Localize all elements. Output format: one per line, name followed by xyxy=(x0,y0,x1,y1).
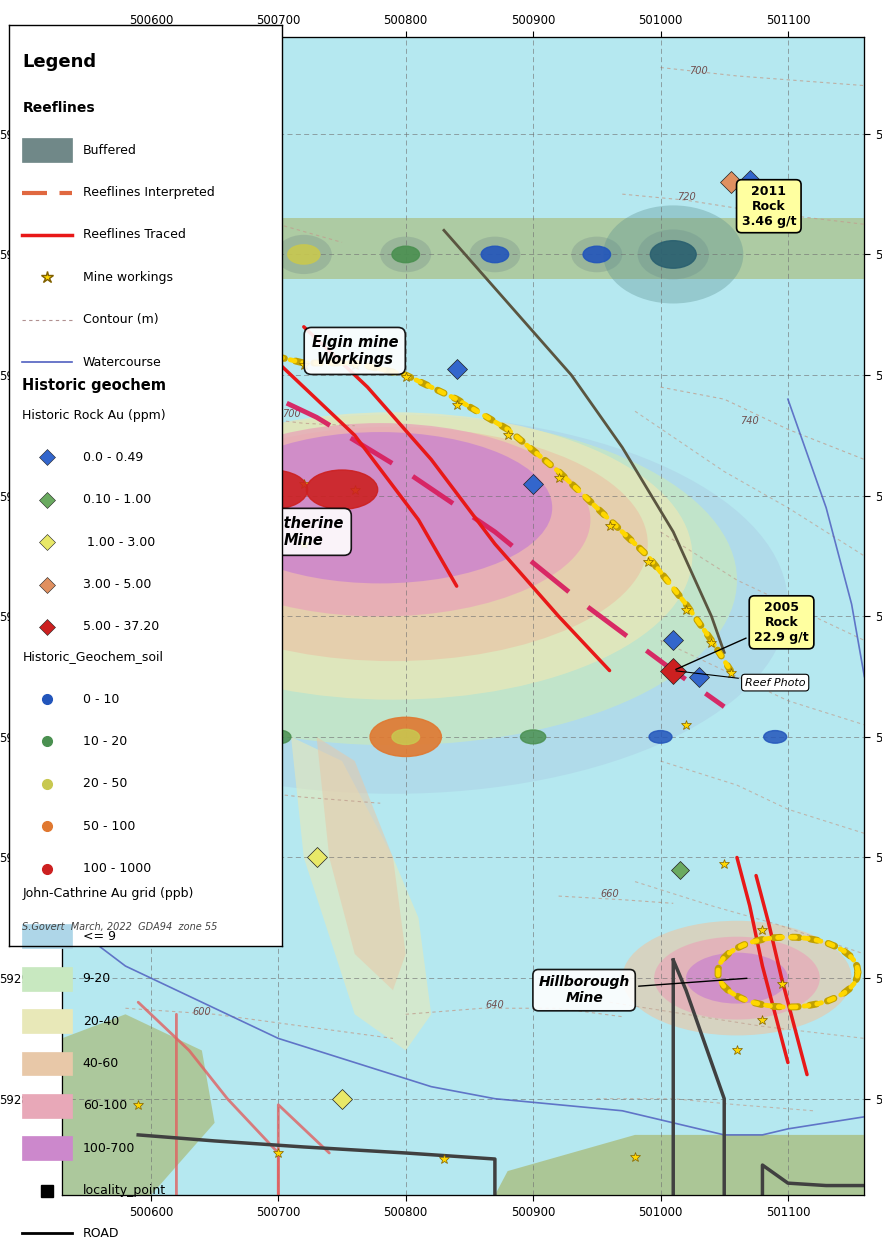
Text: 0 - 10: 0 - 10 xyxy=(83,692,119,706)
Ellipse shape xyxy=(469,237,520,273)
Text: 740: 740 xyxy=(740,416,759,426)
Text: 10 - 20: 10 - 20 xyxy=(83,735,127,748)
Ellipse shape xyxy=(188,247,215,263)
Text: 700: 700 xyxy=(281,408,301,418)
Text: 680: 680 xyxy=(103,706,122,716)
Text: Watercourse: Watercourse xyxy=(83,356,161,369)
Ellipse shape xyxy=(572,237,623,273)
Ellipse shape xyxy=(56,237,107,273)
Ellipse shape xyxy=(649,731,672,743)
Ellipse shape xyxy=(67,247,94,263)
Ellipse shape xyxy=(0,415,788,794)
Ellipse shape xyxy=(764,731,787,743)
Ellipse shape xyxy=(623,921,852,1036)
Bar xyxy=(23,967,71,991)
Text: 720: 720 xyxy=(676,192,695,202)
Text: Contour (m): Contour (m) xyxy=(83,314,158,326)
Text: 20-40: 20-40 xyxy=(83,1015,119,1027)
Text: 9-20: 9-20 xyxy=(83,972,111,985)
Text: 640: 640 xyxy=(485,1000,505,1010)
Text: 0.0 - 0.49: 0.0 - 0.49 xyxy=(83,451,143,464)
Ellipse shape xyxy=(583,247,610,263)
Text: ROAD: ROAD xyxy=(83,1226,119,1240)
Text: 760: 760 xyxy=(141,192,161,202)
Ellipse shape xyxy=(265,730,291,743)
Ellipse shape xyxy=(139,731,162,743)
Text: S.Govert  March, 2022  GDA94  zone 55: S.Govert March, 2022 GDA94 zone 55 xyxy=(23,923,218,933)
Ellipse shape xyxy=(392,730,420,745)
Text: 600: 600 xyxy=(192,1007,212,1017)
Ellipse shape xyxy=(638,229,709,279)
Text: 5.00 - 37.20: 5.00 - 37.20 xyxy=(83,620,159,634)
Polygon shape xyxy=(495,1135,864,1195)
Text: <= 9: <= 9 xyxy=(83,930,116,942)
Bar xyxy=(23,924,71,949)
Text: Mine workings: Mine workings xyxy=(83,271,173,284)
Polygon shape xyxy=(291,737,431,1051)
Text: 40-60: 40-60 xyxy=(83,1057,119,1069)
Text: Historic geochem: Historic geochem xyxy=(23,378,167,393)
Ellipse shape xyxy=(306,471,377,509)
Text: Historic Rock Au (ppm): Historic Rock Au (ppm) xyxy=(23,408,166,422)
Ellipse shape xyxy=(49,415,737,746)
Text: 20 - 50: 20 - 50 xyxy=(83,777,127,791)
Ellipse shape xyxy=(370,717,441,757)
Text: Reeflines Interpreted: Reeflines Interpreted xyxy=(83,186,214,199)
Text: 1.00 - 3.00: 1.00 - 3.00 xyxy=(83,535,155,549)
Text: Elgin mine
Workings: Elgin mine Workings xyxy=(311,335,398,367)
Ellipse shape xyxy=(93,412,692,700)
Ellipse shape xyxy=(236,471,308,509)
Text: 60-100: 60-100 xyxy=(83,1099,127,1112)
Text: Hillborough
Mine: Hillborough Mine xyxy=(538,975,747,1005)
Bar xyxy=(23,1052,71,1076)
Text: 780: 780 xyxy=(141,90,161,101)
Text: locality_point: locality_point xyxy=(83,1184,166,1198)
Text: 580: 580 xyxy=(88,788,107,798)
Text: 620: 620 xyxy=(206,781,224,791)
Ellipse shape xyxy=(482,247,509,263)
Text: 2011
Rock
3.46 g/t: 2011 Rock 3.46 g/t xyxy=(742,184,796,228)
Ellipse shape xyxy=(208,432,552,584)
Text: Catherine
Mine: Catherine Mine xyxy=(264,515,344,548)
Text: Buffered: Buffered xyxy=(83,143,137,157)
Ellipse shape xyxy=(380,237,431,273)
Polygon shape xyxy=(317,737,406,990)
Ellipse shape xyxy=(138,427,647,661)
Text: 2005
Rock
22.9 g/t: 2005 Rock 22.9 g/t xyxy=(676,601,809,670)
Polygon shape xyxy=(62,1015,214,1195)
Text: Reeflines Traced: Reeflines Traced xyxy=(83,228,185,242)
Ellipse shape xyxy=(392,247,420,263)
Text: Reef Photo: Reef Photo xyxy=(676,671,805,687)
Ellipse shape xyxy=(686,952,788,1003)
Text: 3.00 - 5.00: 3.00 - 5.00 xyxy=(83,578,151,591)
Bar xyxy=(23,1010,71,1033)
Text: John-Cathrine Au grid (ppb): John-Cathrine Au grid (ppb) xyxy=(23,888,194,900)
Text: 50 - 100: 50 - 100 xyxy=(83,819,135,833)
Bar xyxy=(62,218,864,279)
Ellipse shape xyxy=(288,245,320,264)
Ellipse shape xyxy=(654,936,819,1020)
Text: 660: 660 xyxy=(600,889,619,899)
Text: 0.10 - 1.00: 0.10 - 1.00 xyxy=(83,493,151,507)
Bar xyxy=(23,138,71,162)
Bar xyxy=(23,1094,71,1118)
Text: 700: 700 xyxy=(690,66,708,76)
Ellipse shape xyxy=(603,205,744,304)
Bar xyxy=(23,1137,71,1160)
Text: Legend: Legend xyxy=(23,52,97,71)
Ellipse shape xyxy=(176,237,228,273)
Ellipse shape xyxy=(650,240,696,268)
Text: 100-700: 100-700 xyxy=(83,1142,135,1155)
Ellipse shape xyxy=(276,235,332,274)
Text: 100 - 1000: 100 - 1000 xyxy=(83,862,151,875)
Ellipse shape xyxy=(170,423,590,616)
Ellipse shape xyxy=(520,730,546,743)
Text: Historic_Geochem_soil: Historic_Geochem_soil xyxy=(23,650,163,664)
Text: Reeflines: Reeflines xyxy=(23,101,95,115)
